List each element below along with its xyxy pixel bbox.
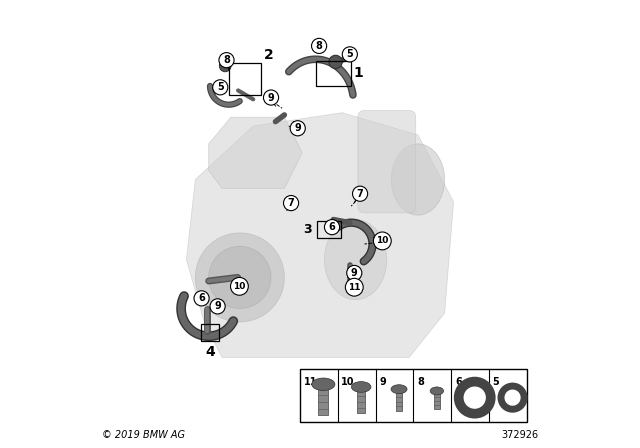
Circle shape — [347, 265, 362, 280]
Bar — [317, 221, 341, 238]
Text: 4: 4 — [205, 345, 215, 359]
Text: 11: 11 — [348, 283, 360, 292]
FancyBboxPatch shape — [358, 111, 416, 213]
Ellipse shape — [312, 378, 335, 391]
Circle shape — [342, 47, 357, 62]
Text: 8: 8 — [417, 377, 424, 387]
Circle shape — [346, 278, 363, 296]
Text: 9: 9 — [214, 302, 221, 311]
Ellipse shape — [391, 144, 445, 215]
Text: 11: 11 — [303, 377, 317, 387]
Circle shape — [290, 121, 305, 136]
Circle shape — [194, 291, 209, 306]
Polygon shape — [186, 113, 454, 358]
Circle shape — [324, 220, 340, 235]
Text: 8: 8 — [223, 55, 230, 65]
Text: 8: 8 — [316, 41, 323, 51]
Text: 10: 10 — [233, 282, 246, 291]
Bar — [300, 369, 527, 422]
Circle shape — [264, 90, 278, 105]
Ellipse shape — [430, 387, 444, 395]
Text: 5: 5 — [493, 377, 499, 387]
Text: 3: 3 — [303, 223, 312, 236]
Bar — [396, 389, 402, 410]
Text: 6: 6 — [329, 222, 335, 232]
Text: 10: 10 — [376, 237, 388, 246]
Text: 10: 10 — [341, 377, 355, 387]
Polygon shape — [209, 117, 302, 188]
Text: 2: 2 — [264, 48, 274, 62]
Circle shape — [209, 246, 271, 309]
Ellipse shape — [391, 385, 407, 394]
Circle shape — [220, 60, 231, 72]
Circle shape — [230, 277, 248, 295]
Text: 9: 9 — [380, 377, 386, 387]
Text: 6: 6 — [198, 293, 205, 303]
Text: 9: 9 — [268, 93, 275, 103]
Ellipse shape — [351, 382, 371, 392]
Text: 7: 7 — [356, 189, 364, 199]
Bar — [229, 63, 261, 95]
Circle shape — [219, 52, 234, 68]
Circle shape — [329, 55, 342, 69]
Circle shape — [312, 39, 326, 53]
Text: 5: 5 — [217, 82, 223, 92]
Bar — [434, 391, 440, 409]
Bar — [357, 387, 365, 413]
Circle shape — [195, 233, 284, 322]
Bar — [316, 61, 351, 86]
Ellipse shape — [324, 220, 387, 300]
Circle shape — [210, 299, 225, 314]
Bar — [201, 324, 220, 340]
Bar — [319, 384, 328, 415]
Circle shape — [212, 80, 228, 95]
Circle shape — [373, 232, 391, 250]
Text: 9: 9 — [351, 268, 358, 278]
Text: 1: 1 — [353, 65, 363, 80]
Circle shape — [353, 186, 367, 201]
Text: 372926: 372926 — [501, 431, 538, 440]
Text: © 2019 BMW AG: © 2019 BMW AG — [102, 431, 185, 440]
Circle shape — [284, 195, 299, 211]
Text: 5: 5 — [346, 49, 353, 60]
Text: 9: 9 — [294, 123, 301, 133]
Text: 6: 6 — [455, 377, 461, 387]
Text: 7: 7 — [288, 198, 294, 208]
